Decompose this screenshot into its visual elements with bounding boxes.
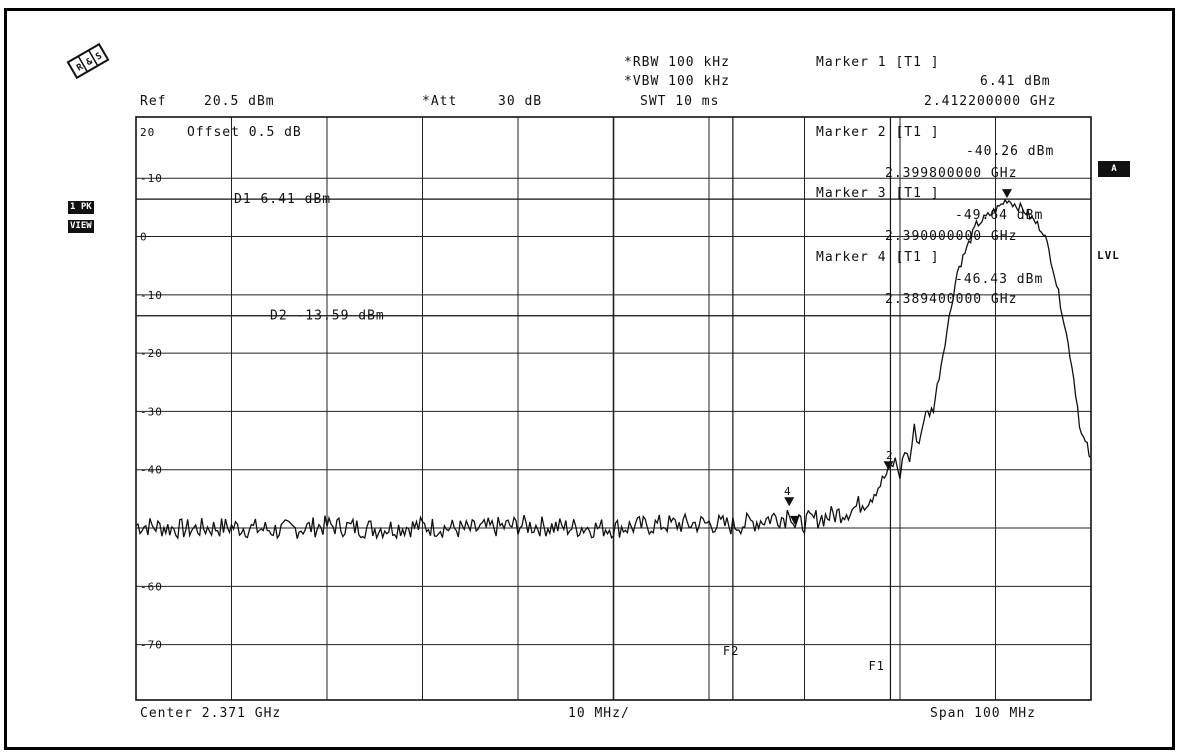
- marker1-title: Marker 1 [T1 ]: [816, 55, 940, 70]
- d1-label: D1 6.41 dBm: [234, 192, 331, 207]
- y-tick-label: 0: [140, 231, 148, 244]
- marker-4-triangle: [784, 497, 795, 507]
- y-tick-label: -20: [140, 347, 163, 360]
- marker-group: [784, 189, 1012, 525]
- instrument-frame: [4, 8, 1175, 750]
- f2-label: F2: [723, 644, 739, 658]
- frequency-per-division: 10 MHz/: [568, 706, 630, 721]
- plot-grid: [136, 117, 1091, 700]
- att-value: 30 dB: [498, 94, 543, 109]
- d2-label: D2 -13.59 dBm: [270, 309, 385, 324]
- y-tick-label: -30: [140, 405, 163, 418]
- trace-line: [135, 198, 1092, 541]
- marker2-level: -40.26 dBm: [966, 144, 1054, 159]
- trace-view-badge: VIEW: [68, 220, 94, 233]
- marker2-frequency: 2.399800000 GHz: [885, 166, 1017, 181]
- y-tick-label: -10: [140, 172, 163, 185]
- y-tick-label: -40: [140, 464, 163, 477]
- marker1-frequency: 2.412200000 GHz: [924, 94, 1057, 109]
- marker2-title: Marker 2 [T1 ]: [816, 125, 940, 140]
- svg-text:&: &: [85, 56, 95, 68]
- marker-1-triangle: [1001, 189, 1012, 199]
- ref-level: 20.5 dBm: [204, 94, 275, 109]
- y-tick-label: -10: [140, 289, 163, 302]
- marker1-level: 6.41 dBm: [980, 74, 1051, 89]
- offset-label: Offset 0.5 dB: [187, 125, 302, 140]
- att-label: *Att: [422, 94, 458, 109]
- marker4-title: Marker 4 [T1 ]: [816, 250, 940, 265]
- marker-2-triangle: [883, 461, 894, 471]
- marker3-level: -49.64 dBm: [955, 208, 1043, 223]
- vbw-setting: *VBW 100 kHz: [624, 74, 730, 89]
- marker4-frequency: 2.389400000 GHz: [885, 292, 1017, 307]
- marker4-number: 4: [784, 485, 792, 498]
- marker-3-triangle: [789, 515, 800, 525]
- y-tick-labels: -10 0 -10 -20 -30 -40 -60 -70: [140, 172, 163, 652]
- f1-label: F1: [868, 659, 884, 673]
- trace-detector-badge: 1 PK: [68, 201, 94, 214]
- rbw-setting: *RBW 100 kHz: [624, 55, 730, 70]
- marker3-frequency: 2.390000000 GHz: [885, 229, 1017, 244]
- ref-label: Ref: [140, 94, 167, 109]
- rs-logo: R & S: [66, 42, 110, 80]
- marker3-title: Marker 3 [T1 ]: [816, 186, 940, 201]
- marker2-number: 2: [886, 449, 894, 462]
- marker4-level: -46.43 dBm: [955, 272, 1043, 287]
- y-tick-label: -60: [140, 580, 163, 593]
- trace-a-badge: A: [1098, 161, 1130, 177]
- level-indicator: LVL: [1097, 249, 1120, 262]
- top-level-label: 20: [140, 126, 155, 139]
- svg-text:R: R: [75, 62, 85, 74]
- display-lines: [136, 117, 1091, 700]
- svg-text:S: S: [94, 51, 104, 62]
- trace-group: [135, 198, 1092, 541]
- y-tick-label: -70: [140, 639, 163, 652]
- plot-border: [135, 116, 1092, 701]
- sweep-time: SWT 10 ms: [640, 94, 720, 109]
- center-frequency: Center 2.371 GHz: [140, 706, 282, 721]
- frequency-span: Span 100 MHz: [930, 706, 1036, 721]
